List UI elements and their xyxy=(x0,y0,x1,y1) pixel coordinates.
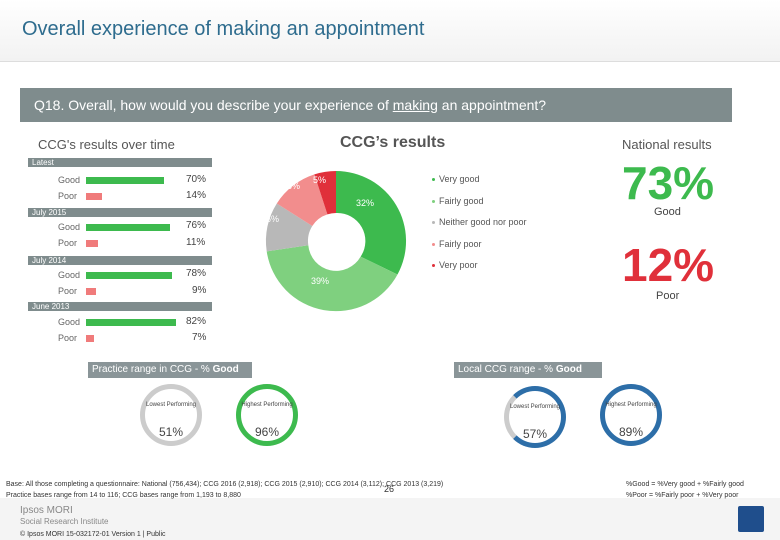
question-suffix: an appointment? xyxy=(437,97,547,113)
local-highest-value: 89% xyxy=(618,425,644,439)
local-highest-circle xyxy=(600,384,662,446)
practice-lowest-circle xyxy=(140,384,202,446)
title-bar: Overall experience of making an appointm… xyxy=(0,0,780,62)
donut-label-fairly-poor: 8% xyxy=(287,181,300,191)
practice-lowest-value: 51% xyxy=(158,425,184,439)
donut-fairly-poor xyxy=(276,174,328,226)
donut-very-poor xyxy=(314,170,336,215)
local-lowest-label: Lowest Performing xyxy=(509,404,561,410)
question-underlined: making xyxy=(392,97,438,113)
over-time-header: CCG's results over time xyxy=(38,137,175,152)
legend-dot-icon xyxy=(432,264,435,268)
base-note-line2: Practice bases range from 14 to 116; CCG… xyxy=(6,492,241,499)
page-title: Overall experience of making an appointm… xyxy=(22,18,425,40)
legend-fairly-good: Fairly good xyxy=(432,196,484,206)
ipsos-icon xyxy=(738,506,764,532)
local-lowest-value: 57% xyxy=(522,427,548,441)
poor-definition: %Poor = %Fairly poor + %Very poor xyxy=(626,492,739,499)
donut-very-good xyxy=(266,245,398,312)
good-label: Good xyxy=(58,222,81,232)
donut-neither xyxy=(265,203,313,252)
practice-highest-label: Highest Performing xyxy=(241,402,293,408)
footer-bar xyxy=(0,498,780,540)
ccg-results-header: CCG’s results xyxy=(340,134,446,151)
legend-dot-icon xyxy=(432,178,435,182)
practice-range-header: Practice range in CCG - % Good xyxy=(88,362,252,378)
legend-fairly-poor: Fairly poor xyxy=(432,239,482,249)
good-percent: 78% xyxy=(186,268,207,279)
poor-percent: 14% xyxy=(186,190,207,201)
local-highest-label: Highest Performing xyxy=(605,402,657,408)
practice-lowest-label: Lowest Performing xyxy=(145,402,197,408)
good-percent: 76% xyxy=(186,220,207,231)
poor-label: Poor xyxy=(58,286,78,296)
page-number: 26 xyxy=(384,484,395,494)
good-definition: %Good = %Very good + %Fairly good xyxy=(626,481,744,488)
poor-bar xyxy=(86,335,94,342)
local-lowest-circle xyxy=(504,386,566,448)
practice-highest-circle xyxy=(236,384,298,446)
legend-label: Fairly poor xyxy=(439,239,482,249)
legend-neither: Neither good nor poor xyxy=(432,217,527,227)
legend-dot-icon xyxy=(432,200,435,204)
good-bar xyxy=(86,272,172,279)
good-label: Good xyxy=(58,270,81,280)
good-label: Good xyxy=(58,175,81,185)
ipsos-logo-line1: Ipsos MORI xyxy=(20,505,73,516)
good-bar xyxy=(86,319,176,326)
period-band-2015: July 2015 xyxy=(28,208,212,217)
legend-label: Very poor xyxy=(439,260,478,270)
donut-label-fairly-good: 32% xyxy=(356,198,374,208)
donut-label-very-poor: 5% xyxy=(313,175,326,185)
national-poor-label: Poor xyxy=(656,290,680,302)
poor-percent: 11% xyxy=(186,237,206,248)
poor-label: Poor xyxy=(58,238,78,248)
good-label: Good xyxy=(58,317,81,327)
base-note-line1: Base: All those completing a questionnai… xyxy=(6,481,444,488)
donut-label-neither: 16% xyxy=(261,214,279,224)
national-good-label: Good xyxy=(654,206,681,218)
poor-percent: 9% xyxy=(192,285,207,296)
national-poor-value: 12% xyxy=(622,239,715,291)
local-range-title: Local CCG range - % xyxy=(458,364,556,375)
good-bar xyxy=(86,177,164,184)
question-bar: Q18. Overall, how would you describe you… xyxy=(20,88,732,122)
period-band-2014: July 2014 xyxy=(28,256,212,265)
legend-dot-icon xyxy=(432,221,435,225)
poor-label: Poor xyxy=(58,191,78,201)
legend-very-good: Very good xyxy=(432,174,480,184)
national-results-header: National results xyxy=(622,137,712,152)
legend-very-poor: Very poor xyxy=(432,260,478,270)
local-range-header: Local CCG range - % Good xyxy=(454,362,602,378)
legend-label: Fairly good xyxy=(439,196,484,206)
ipsos-logo-line2: Social Research Institute xyxy=(20,517,109,526)
legend-label: Very good xyxy=(439,174,480,184)
poor-bar xyxy=(86,193,102,200)
question-prefix: Q18. Overall, how would you describe you… xyxy=(34,97,393,113)
donut-label-very-good: 39% xyxy=(311,276,329,286)
national-good-value: 73% xyxy=(622,157,715,209)
practice-highest-value: 96% xyxy=(254,425,280,439)
good-percent: 82% xyxy=(186,316,207,327)
legend-dot-icon xyxy=(432,243,435,247)
copyright: © Ipsos MORI 15-032172-01 Version 1 | Pu… xyxy=(20,531,166,538)
period-band-2013: June 2013 xyxy=(28,302,212,311)
practice-range-title: Practice range in CCG - % xyxy=(92,364,213,375)
poor-bar xyxy=(86,288,96,295)
donut-fairly-good xyxy=(336,170,407,275)
poor-label: Poor xyxy=(58,333,78,343)
poor-percent: 7% xyxy=(192,332,207,343)
ccg-donut-chart: 5% 8% 16% 39% 32% xyxy=(261,170,407,312)
good-bar xyxy=(86,224,170,231)
local-range-title-bold: Good xyxy=(555,364,582,375)
practice-range-title-bold: Good xyxy=(212,364,239,375)
period-band-latest: Latest xyxy=(28,158,212,167)
good-percent: 70% xyxy=(186,174,207,185)
poor-bar xyxy=(86,240,98,247)
legend-label: Neither good nor poor xyxy=(439,217,527,227)
